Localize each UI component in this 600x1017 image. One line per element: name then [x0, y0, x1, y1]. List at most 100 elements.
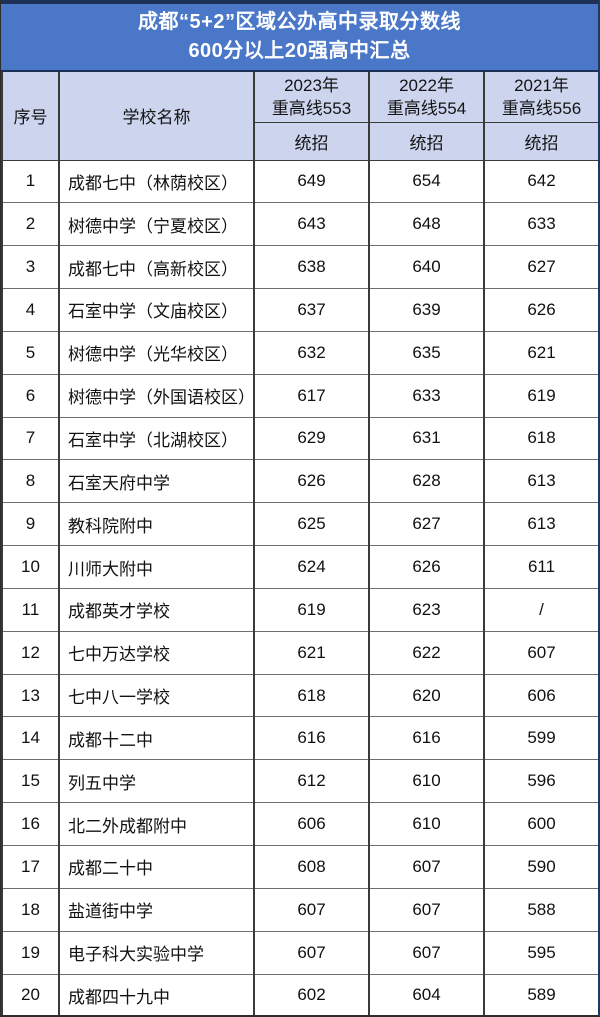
score-2023-cell: 607: [253, 887, 370, 932]
table-row: 8 石室天府中学 626 628 613: [1, 459, 598, 504]
table-row: 15 列五中学 612 610 596: [1, 759, 598, 804]
score-2023-cell: 619: [253, 587, 370, 632]
school-name-cell: 成都四十九中: [58, 973, 255, 1015]
score-2022-cell: 635: [368, 330, 485, 375]
score-2021-cell: 619: [483, 373, 598, 418]
score-2023-cell: 616: [253, 716, 370, 761]
score-2022-cell: 610: [368, 759, 485, 804]
score-2021-cell: 627: [483, 245, 598, 290]
header-baseline-2022: 重高线554: [386, 98, 467, 118]
row-index-cell: 5: [1, 330, 60, 375]
table-row: 12 七中万达学校 621 622 607: [1, 630, 598, 675]
score-2021-cell: 595: [483, 930, 598, 975]
score-2022-cell: 623: [368, 587, 485, 632]
header-year-2021-label: 2021年: [514, 75, 569, 95]
score-2022-cell: 639: [368, 288, 485, 332]
score-2023-cell: 621: [253, 630, 370, 675]
score-2022-cell: 627: [368, 502, 485, 547]
score-2022-cell: 633: [368, 373, 485, 418]
table-row: 6 树德中学（外国语校区） 617 633 619: [1, 373, 598, 418]
score-2023-cell: 608: [253, 845, 370, 889]
score-2022-cell: 654: [368, 159, 485, 204]
table-row: 3 成都七中（高新校区） 638 640 627: [1, 245, 598, 290]
score-2021-cell: 589: [483, 973, 598, 1015]
row-index-cell: 8: [1, 459, 60, 504]
score-2022-cell: 628: [368, 459, 485, 504]
table-row: 16 北二外成都附中 606 610 600: [1, 802, 598, 846]
header-year-2022-label: 2022年: [399, 75, 454, 95]
table-row: 2 树德中学（宁夏校区） 643 648 633: [1, 202, 598, 247]
school-name-cell: 树德中学（外国语校区）: [58, 373, 255, 418]
school-name-cell: 成都二十中: [58, 845, 255, 889]
school-name-cell: 教科院附中: [58, 502, 255, 547]
table-row: 9 教科院附中 625 627 613: [1, 502, 598, 547]
school-name-cell: 石室中学（北湖校区）: [58, 416, 255, 461]
row-index-cell: 7: [1, 416, 60, 461]
score-2021-cell: /: [483, 587, 598, 632]
row-index-cell: 3: [1, 245, 60, 290]
row-index-cell: 20: [1, 973, 60, 1015]
subheader-tongzhao-2023: 统招: [253, 122, 370, 161]
score-2023-cell: 624: [253, 545, 370, 589]
row-index-cell: 15: [1, 759, 60, 804]
header-year-2021: 2021年 重高线556: [483, 72, 598, 123]
score-2022-cell: 631: [368, 416, 485, 461]
table-row: 4 石室中学（文庙校区） 637 639 626: [1, 288, 598, 332]
school-name-cell: 石室中学（文庙校区）: [58, 288, 255, 332]
header-year-2023-label: 2023年: [284, 75, 339, 95]
table-row: 10 川师大附中 624 626 611: [1, 545, 598, 589]
score-2022-cell: 610: [368, 802, 485, 846]
score-2022-cell: 604: [368, 973, 485, 1015]
row-index-cell: 17: [1, 845, 60, 889]
row-index-cell: 18: [1, 887, 60, 932]
row-index-cell: 10: [1, 545, 60, 589]
score-2021-cell: 626: [483, 288, 598, 332]
table-row: 1 成都七中（林荫校区） 649 654 642: [1, 159, 598, 204]
score-2023-cell: 643: [253, 202, 370, 247]
school-name-cell: 七中万达学校: [58, 630, 255, 675]
table-row: 14 成都十二中 616 616 599: [1, 716, 598, 761]
subheader-tongzhao-2022: 统招: [368, 122, 485, 161]
score-2022-cell: 607: [368, 887, 485, 932]
school-name-cell: 树德中学（光华校区）: [58, 330, 255, 375]
score-2021-cell: 633: [483, 202, 598, 247]
school-name-cell: 成都七中（林荫校区）: [58, 159, 255, 204]
score-2022-cell: 640: [368, 245, 485, 290]
score-table: 序号 学校名称 2023年 重高线553 2022年 重高线554 2021年 …: [1, 72, 598, 1015]
score-2021-cell: 590: [483, 845, 598, 889]
school-name-cell: 北二外成都附中: [58, 802, 255, 846]
table-row: 5 树德中学（光华校区） 632 635 621: [1, 330, 598, 375]
score-2021-cell: 600: [483, 802, 598, 846]
table-row: 11 成都英才学校 619 623 /: [1, 587, 598, 632]
score-2021-cell: 596: [483, 759, 598, 804]
score-2023-cell: 602: [253, 973, 370, 1015]
school-name-cell: 列五中学: [58, 759, 255, 804]
table-row: 13 七中八一学校 618 620 606: [1, 673, 598, 718]
score-2023-cell: 629: [253, 416, 370, 461]
score-2023-cell: 618: [253, 673, 370, 718]
score-2023-cell: 649: [253, 159, 370, 204]
score-2022-cell: 607: [368, 930, 485, 975]
table-row: 18 盐道街中学 607 607 588: [1, 887, 598, 932]
table-body: 1 成都七中（林荫校区） 649 654 642 2 树德中学（宁夏校区） 64…: [1, 159, 598, 1015]
school-name-cell: 川师大附中: [58, 545, 255, 589]
table-title-banner: 成都“5+2”区域公办高中录取分数线 600分以上20强高中汇总: [1, 0, 598, 72]
header-index: 序号: [1, 72, 60, 161]
score-2021-cell: 613: [483, 502, 598, 547]
row-index-cell: 14: [1, 716, 60, 761]
title-line-1: 成都“5+2”区域公办高中录取分数线: [138, 11, 461, 33]
score-2023-cell: 617: [253, 373, 370, 418]
school-name-cell: 成都英才学校: [58, 587, 255, 632]
row-index-cell: 9: [1, 502, 60, 547]
row-index-cell: 1: [1, 159, 60, 204]
table-row: 17 成都二十中 608 607 590: [1, 845, 598, 889]
score-2023-cell: 632: [253, 330, 370, 375]
table-row: 7 石室中学（北湖校区） 629 631 618: [1, 416, 598, 461]
score-2023-cell: 637: [253, 288, 370, 332]
row-index-cell: 13: [1, 673, 60, 718]
subheader-tongzhao-2021: 统招: [483, 122, 598, 161]
school-name-cell: 七中八一学校: [58, 673, 255, 718]
school-name-cell: 成都七中（高新校区）: [58, 245, 255, 290]
school-name-cell: 电子科大实验中学: [58, 930, 255, 975]
school-name-cell: 盐道街中学: [58, 887, 255, 932]
